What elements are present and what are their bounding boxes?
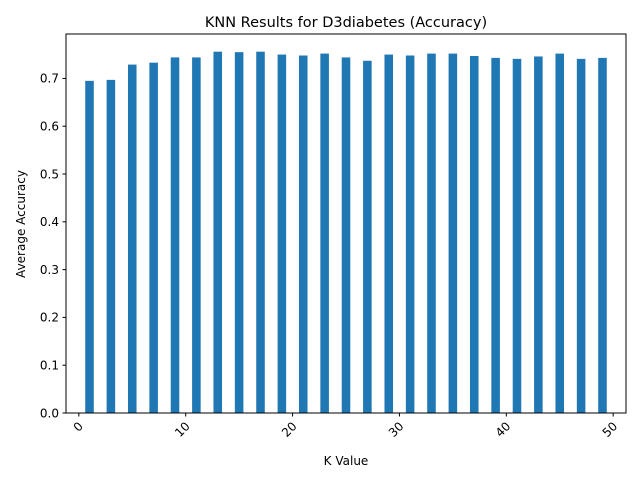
y-axis-label: Average Accuracy [14,170,28,278]
bar-k-3 [106,79,116,413]
bar-k-9 [170,57,180,413]
bar-k-11 [192,57,201,413]
bar-k-31 [405,55,415,414]
bar-k-15 [234,52,244,414]
y-tick-label: 0.5 [40,167,59,181]
plot-frame [65,33,627,414]
y-axis-ticks: 0.0 0.1 0.2 0.3 0.4 0.5 0.6 0.7 [40,72,66,420]
bar-k-25 [341,57,351,413]
y-tick-label: 0.2 [40,311,59,325]
x-axis-label: K Value [324,454,369,468]
y-tick-label: 0.3 [40,263,59,277]
y-tick-label: 0.4 [40,215,59,229]
bar-k-37 [469,55,479,414]
y-tick-label: 0.7 [40,72,59,86]
bar-k-45 [555,53,565,413]
bar-k-39 [491,57,500,413]
bar-k-1 [85,80,94,413]
chart-title: KNN Results for D3diabetes (Accuracy) [205,15,487,31]
bar-k-35 [448,53,458,413]
bar-k-17 [256,51,265,414]
bars-group [85,51,607,414]
bar-k-5 [127,64,137,413]
bar-k-47 [576,58,586,414]
bar-k-33 [427,53,436,413]
y-tick-label: 0.6 [40,120,59,134]
bar-k-27 [363,60,372,413]
bar-k-19 [277,54,287,413]
bar-k-7 [149,62,158,414]
bar-k-49 [598,57,607,413]
bar-k-29 [384,54,394,413]
bar-k-21 [298,55,308,414]
y-tick-label: 0.0 [40,406,59,420]
bar-k-43 [534,56,543,413]
bar-k-41 [512,58,522,414]
y-tick-label: 0.1 [40,359,59,373]
bar-k-13 [213,51,223,414]
bar-k-23 [320,53,329,413]
